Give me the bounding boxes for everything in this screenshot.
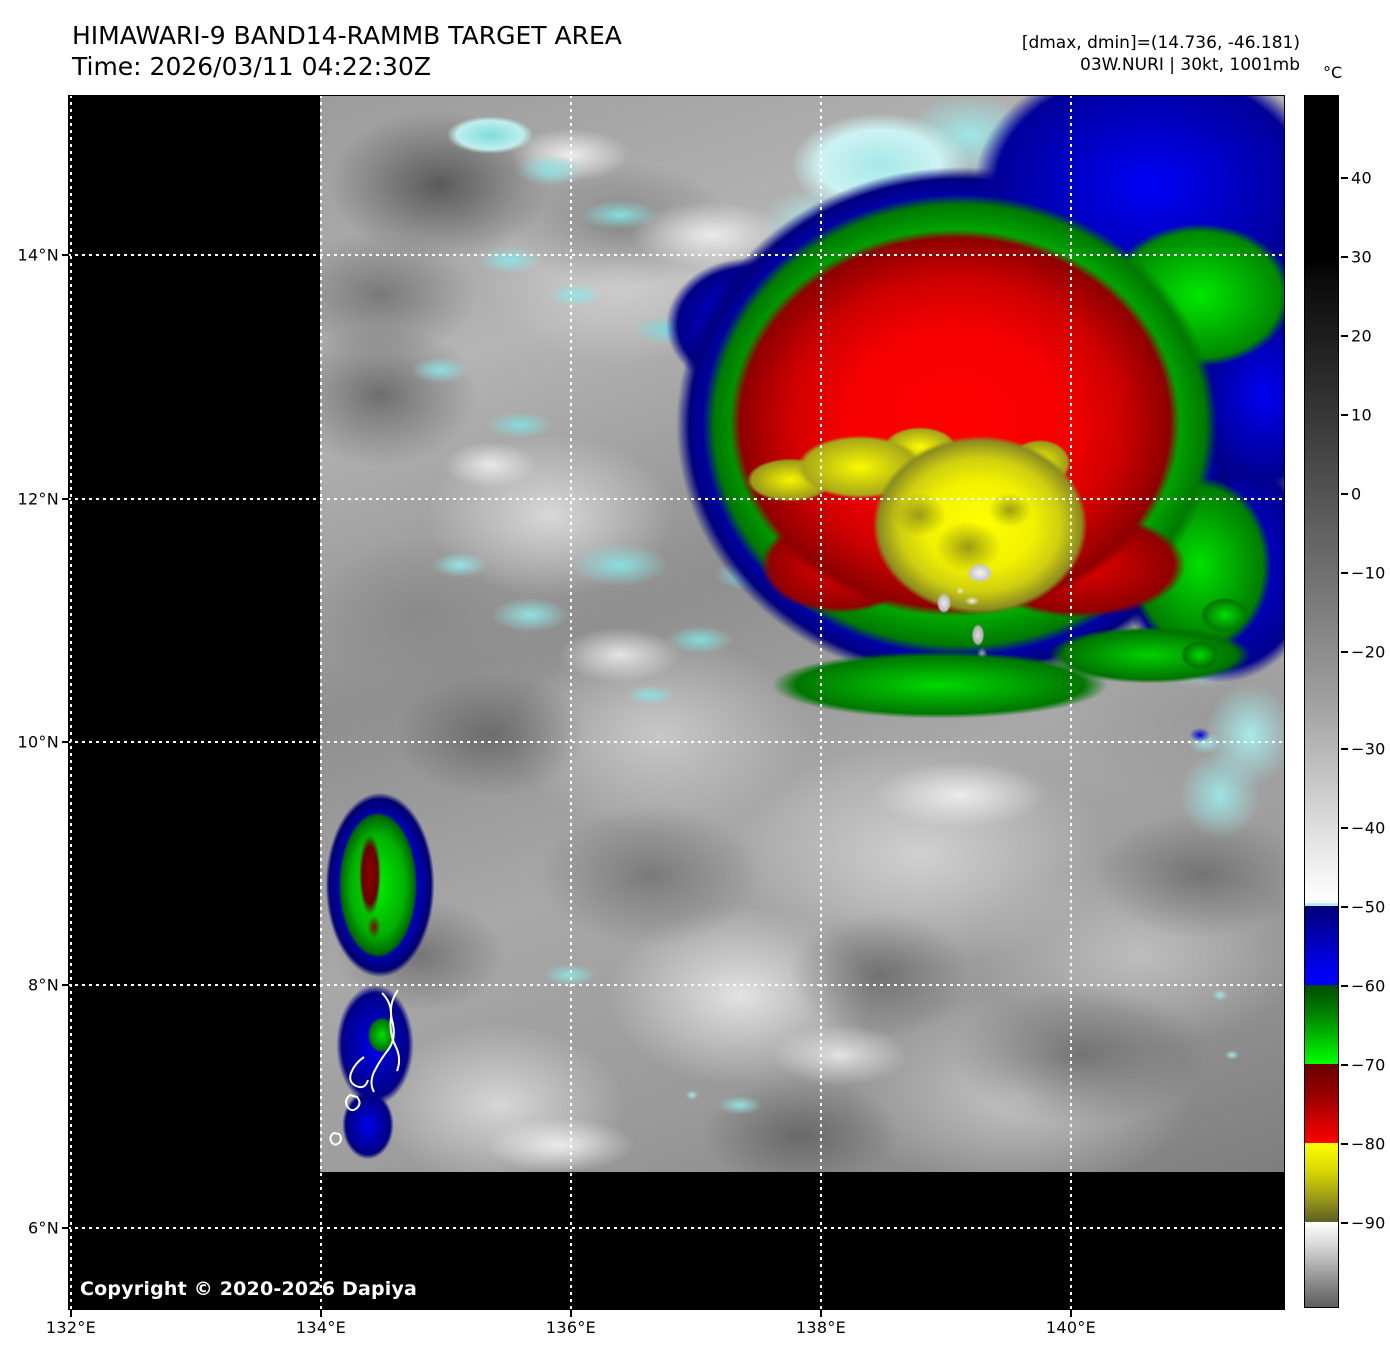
gridline-lat-14 bbox=[68, 254, 1285, 256]
lon-label-134: 134°E bbox=[295, 1318, 347, 1337]
cb-label-m10: −10 bbox=[1351, 563, 1386, 583]
misc-small-cells bbox=[320, 95, 1285, 1172]
cb-tick-m40 bbox=[1341, 827, 1348, 829]
cb-label-20: 20 bbox=[1351, 326, 1372, 346]
lon-label-132: 132°E bbox=[45, 1318, 97, 1337]
lat-label-6: 6°N bbox=[27, 1218, 59, 1238]
storm-info-label: 03W.NURI | 30kt, 1001mb bbox=[1080, 55, 1300, 75]
metadata-block: [dmax, dmin]=(14.736, -46.181) 03W.NURI … bbox=[1022, 32, 1300, 76]
cb-tick-m60 bbox=[1341, 985, 1348, 987]
gridline-lat-8 bbox=[68, 984, 1285, 986]
lat-label-10: 10°N bbox=[17, 732, 59, 752]
cb-label-m70: −70 bbox=[1351, 1055, 1386, 1075]
lat-label-12: 12°N bbox=[17, 489, 59, 509]
tick-lat-6 bbox=[62, 1227, 69, 1229]
cb-label-10: 10 bbox=[1351, 405, 1372, 425]
cb-tick-40 bbox=[1341, 177, 1348, 179]
colorbar-segment-red bbox=[1305, 1064, 1338, 1143]
colorbar-segment-green bbox=[1305, 985, 1338, 1064]
cb-label-m90: −90 bbox=[1351, 1213, 1386, 1233]
cb-label-m50: −50 bbox=[1351, 897, 1386, 917]
tick-lon-134 bbox=[320, 1310, 322, 1317]
cb-label-40: 40 bbox=[1351, 168, 1372, 188]
cb-tick-m10 bbox=[1341, 572, 1348, 574]
tick-lat-10 bbox=[62, 741, 69, 743]
gridline-lat-10 bbox=[68, 741, 1285, 743]
cb-label-m60: −60 bbox=[1351, 976, 1386, 996]
cb-label-m40: −40 bbox=[1351, 818, 1386, 838]
page-title: HIMAWARI-9 BAND14-RAMMB TARGET AREA bbox=[72, 21, 622, 50]
tick-lon-138 bbox=[820, 1310, 822, 1317]
gridline-lon-132 bbox=[70, 95, 72, 1310]
cb-tick-m80 bbox=[1341, 1143, 1348, 1145]
gridline-lon-136 bbox=[570, 95, 572, 1310]
colorbar-unit-label: °C bbox=[1323, 63, 1343, 82]
gridline-lat-12 bbox=[68, 498, 1285, 500]
cb-tick-m90 bbox=[1341, 1222, 1348, 1224]
cb-tick-10 bbox=[1341, 414, 1348, 416]
tick-lat-14 bbox=[62, 254, 69, 256]
cb-label-m30: −30 bbox=[1351, 739, 1386, 759]
lon-label-140: 140°E bbox=[1045, 1318, 1097, 1337]
lat-label-8: 8°N bbox=[27, 975, 59, 995]
timestamp-label: Time: 2026/03/11 04:22:30Z bbox=[72, 52, 431, 81]
satellite-raster bbox=[320, 95, 1285, 1172]
gridline-lon-138 bbox=[820, 95, 822, 1310]
colorbar-segment-blue bbox=[1305, 906, 1338, 985]
lon-label-138: 138°E bbox=[795, 1318, 847, 1337]
lon-label-136: 136°E bbox=[545, 1318, 597, 1337]
tick-lat-8 bbox=[62, 984, 69, 986]
cb-tick-30 bbox=[1341, 256, 1348, 258]
cb-label-30: 30 bbox=[1351, 247, 1372, 267]
cb-tick-0 bbox=[1341, 493, 1348, 495]
cb-label-m80: −80 bbox=[1351, 1134, 1386, 1154]
tick-lon-136 bbox=[570, 1310, 572, 1317]
lat-label-14: 14°N bbox=[17, 245, 59, 265]
cb-tick-m20 bbox=[1341, 651, 1348, 653]
cb-label-m20: −20 bbox=[1351, 642, 1386, 662]
colorbar-segment-gray-tail bbox=[1305, 1222, 1338, 1307]
cb-tick-20 bbox=[1341, 335, 1348, 337]
gridline-lon-134 bbox=[320, 95, 322, 1310]
cb-tick-m30 bbox=[1341, 748, 1348, 750]
tick-lat-12 bbox=[62, 498, 69, 500]
dmax-dmin-label: [dmax, dmin]=(14.736, -46.181) bbox=[1021, 33, 1300, 53]
gridline-lon-140 bbox=[1070, 95, 1072, 1310]
cb-tick-m50 bbox=[1341, 906, 1348, 908]
gridline-lat-6 bbox=[68, 1227, 1285, 1229]
tick-lon-140 bbox=[1070, 1310, 1072, 1317]
tick-lon-132 bbox=[70, 1310, 72, 1317]
cb-tick-m70 bbox=[1341, 1064, 1348, 1066]
copyright-label: Copyright © 2020-2026 Dapiya bbox=[80, 1278, 418, 1300]
satellite-image-plot bbox=[68, 95, 1285, 1310]
title-block: HIMAWARI-9 BAND14-RAMMB TARGET AREA Time… bbox=[72, 20, 622, 82]
cb-label-0: 0 bbox=[1351, 484, 1362, 504]
colorbar-segment-yellow bbox=[1305, 1143, 1338, 1222]
